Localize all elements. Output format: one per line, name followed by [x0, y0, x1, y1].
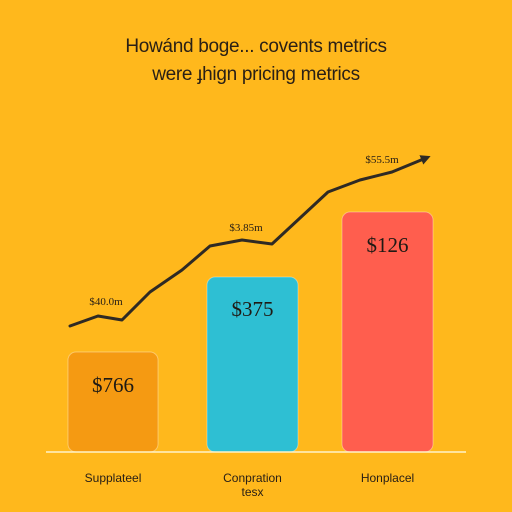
bar-value-label-2: $375	[232, 297, 274, 321]
chart-title-line-2: were ɟhign pricing metrics	[152, 64, 360, 85]
bar-1	[67, 351, 159, 453]
category-label-2-line-1: Conpration	[223, 471, 282, 485]
bar-value-label-1: $766	[92, 373, 134, 397]
category-label-1: Supplateel	[85, 471, 142, 485]
category-label-3: Honplacel	[361, 471, 414, 485]
category-label-2-line-2: tesx	[241, 485, 263, 499]
bar-value-label-3: $126	[367, 233, 409, 257]
trend-line-label-1: $40.0m	[89, 296, 123, 308]
chart-title-line-1: Howánd boge... covents metrics	[125, 36, 387, 57]
trend-line-label-3: $55.5m	[365, 154, 399, 166]
trend-line	[68, 155, 431, 328]
trend-line-label-2: $3.85m	[229, 222, 263, 234]
